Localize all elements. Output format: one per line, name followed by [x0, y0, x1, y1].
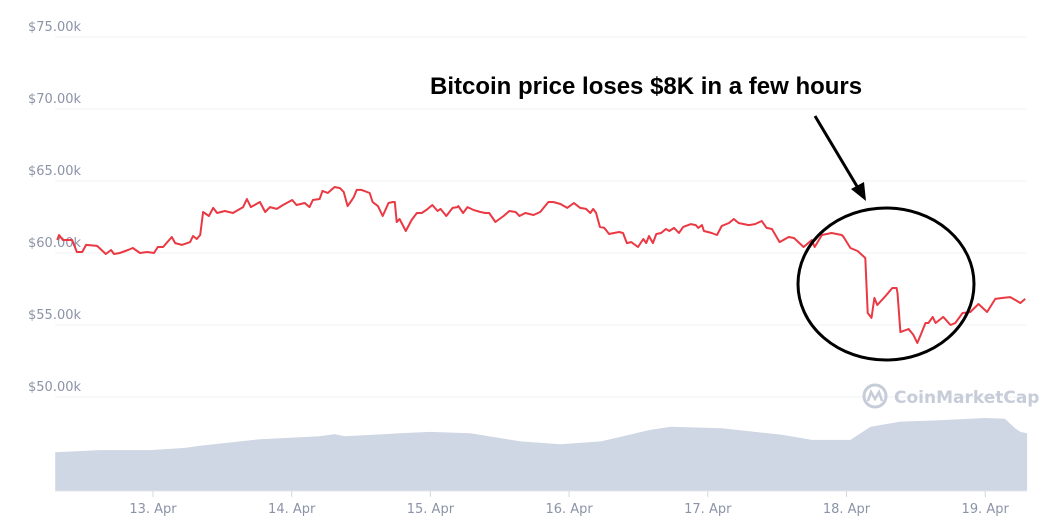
x-tick-label: 14. Apr	[268, 502, 316, 517]
x-tick-label: 13. Apr	[129, 502, 177, 517]
x-tick-label: 17. Apr	[684, 502, 732, 517]
coinmarketcap-logo-mark	[866, 388, 884, 402]
y-tick-label: $50.00k	[28, 380, 81, 395]
y-axis-labels: $50.00k$55.00k$60.00k$65.00k$70.00k$75.0…	[28, 20, 81, 395]
x-tick-label: 18. Apr	[823, 502, 871, 517]
watermark-text: CoinMarketCap	[894, 388, 1039, 408]
y-tick-label: $55.00k	[28, 308, 81, 323]
y-tick-label: $65.00k	[28, 164, 81, 179]
arrow-head-icon	[851, 182, 866, 201]
watermark: CoinMarketCap	[862, 383, 1039, 409]
x-tick-label: 16. Apr	[545, 502, 593, 517]
volume-area	[55, 418, 1028, 491]
highlight-ellipse	[796, 206, 976, 362]
coinmarketcap-logo-icon	[862, 383, 888, 409]
annotation-arrow	[813, 115, 866, 201]
price-line	[56, 186, 1026, 344]
y-tick-label: $75.00k	[28, 20, 81, 35]
x-axis-labels: 13. Apr 14. Apr 15. Apr 16. Apr 17. Apr 18. A…	[129, 491, 1010, 517]
annotation-text: Bitcoin price loses $8K in a few hours	[430, 73, 862, 100]
x-tick-label: 19. Apr	[962, 502, 1010, 517]
y-tick-label: $70.00k	[28, 92, 81, 107]
x-tick-label: 15. Apr	[407, 502, 455, 517]
